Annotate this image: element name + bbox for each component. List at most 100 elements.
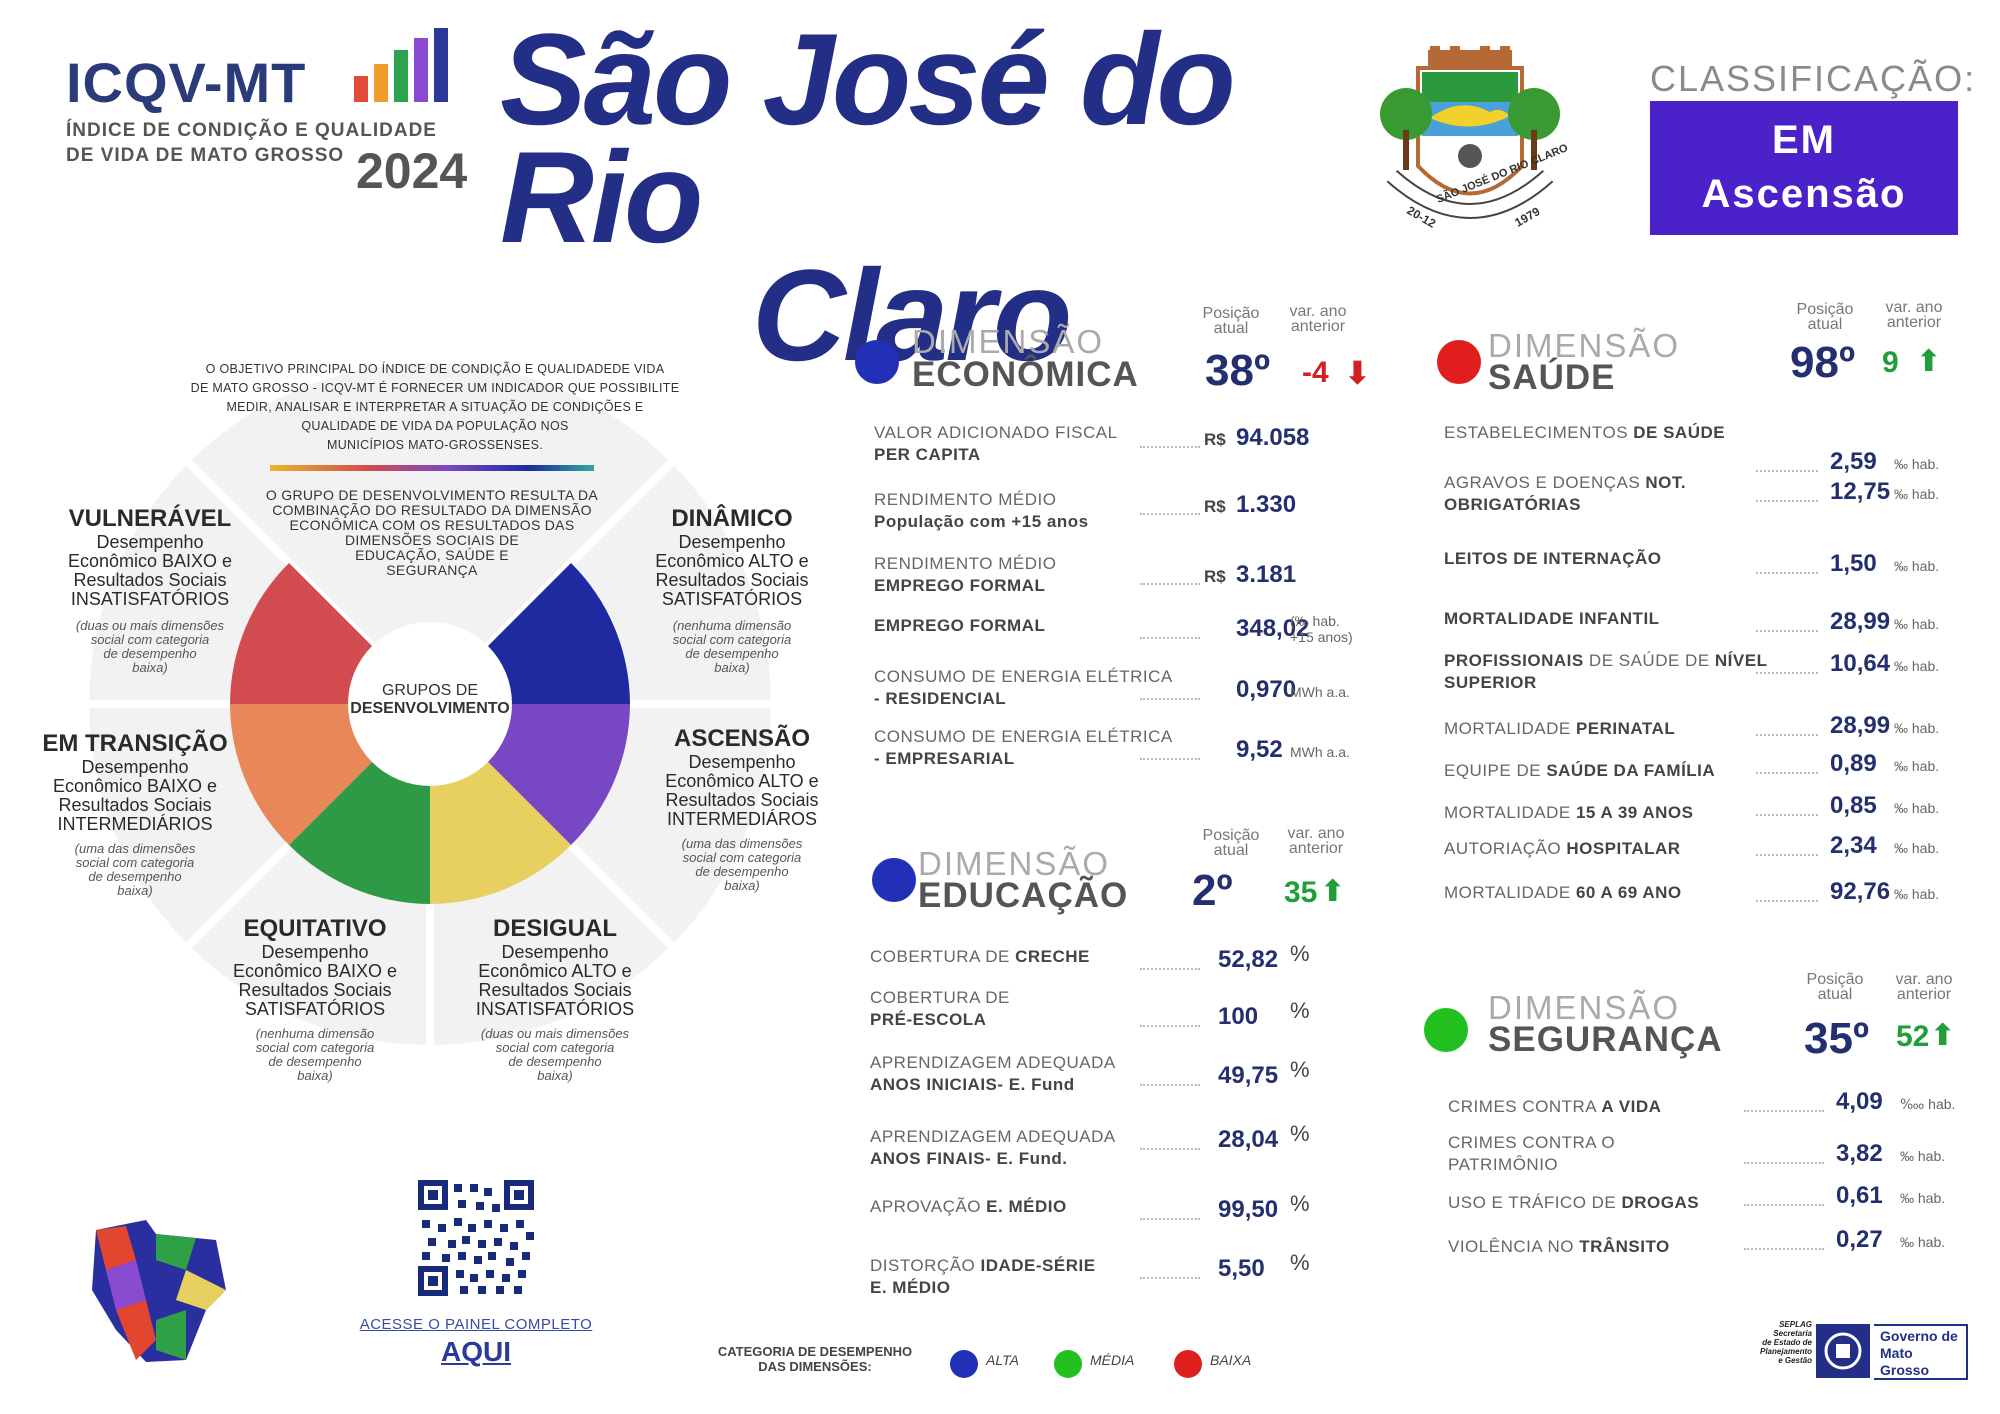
gov-line: Grosso bbox=[1880, 1362, 1930, 1378]
educacao-indicator-label: APRENDIZAGEM ADEQUADA ANOS INICIAIS- E. F… bbox=[870, 1052, 1170, 1096]
wheel-center-line1: GRUPOS DE bbox=[381, 682, 478, 699]
panel-here-link[interactable]: AQUI bbox=[441, 1336, 511, 1367]
classification-label: CLASSIFICAÇÃO: bbox=[1650, 58, 1977, 99]
educacao-variation-label: var. ano anterior bbox=[1276, 826, 1356, 857]
segment-note: baixa) bbox=[297, 1068, 333, 1083]
seguranca-indicator-value: 0,27 bbox=[1836, 1226, 1883, 1253]
segment-note: social com categoria bbox=[672, 632, 792, 647]
indicator-label-line2: População com +15 anos bbox=[874, 512, 1089, 531]
gradient-divider bbox=[270, 465, 594, 471]
economica-indicator-label: EMPREGO FORMAL bbox=[874, 615, 1174, 637]
saude-variation-label: var. ano anterior bbox=[1874, 300, 1954, 331]
segment-text: Econômico BAIXO e bbox=[67, 551, 233, 571]
indicator-label-line2: EMPREGO FORMAL bbox=[874, 616, 1046, 635]
objective-line: MUNICÍPIOS MATO-GROSSENSES. bbox=[327, 438, 543, 452]
segment-title: EQUITATIVO bbox=[243, 915, 387, 942]
indicator-label-line2: PER CAPITA bbox=[874, 445, 981, 464]
educacao-indicator-value: 99,50 bbox=[1218, 1196, 1279, 1223]
legend-title-line2: DAS DIMENSÕES: bbox=[758, 1359, 872, 1374]
segment-title: VULNERÁVEL bbox=[68, 505, 232, 532]
gov-line: Mato bbox=[1880, 1345, 1913, 1361]
saude-indicator-label: ESTABELECIMENTOS DE SAÚDE bbox=[1444, 422, 1774, 444]
segment-note: de desempenho bbox=[88, 869, 182, 884]
saude-indicator-label: LEITOS DE INTERNAÇÃO bbox=[1444, 548, 1774, 570]
saude-indicator-unit: ‰ hab. bbox=[1894, 456, 1939, 472]
arrow-up-icon: ⬆ bbox=[1916, 345, 1942, 378]
seguranca-indicator-label: CRIMES CONTRA O PATRIMÔNIO bbox=[1448, 1132, 1768, 1176]
mato-grosso-map-icon bbox=[92, 1220, 226, 1362]
seguranca-variation: 52 bbox=[1896, 1020, 1930, 1053]
segment-note: social com categoria bbox=[75, 855, 195, 870]
logo-year: 2024 bbox=[356, 143, 468, 199]
unit-line1: % bbox=[1290, 998, 1310, 1023]
indicator-label-line1: MORTALIDADE PERINATAL bbox=[1444, 719, 1676, 738]
indicator-label-line1: CONSUMO DE ENERGIA ELÉTRICA bbox=[874, 727, 1173, 746]
label-line: Posição bbox=[1796, 301, 1854, 318]
segment-text: Resultados Sociais bbox=[58, 795, 212, 815]
label-line: var. ano bbox=[1895, 971, 1953, 988]
indicator-label-line1: DISTORÇÃO IDADE-SÉRIE bbox=[870, 1256, 1096, 1275]
dotted-leader bbox=[1140, 513, 1200, 515]
economica-indicator-label: RENDIMENTO MÉDIO População com +15 anos bbox=[874, 489, 1174, 533]
dotted-leader bbox=[1756, 900, 1818, 902]
seplag-line: e Gestão bbox=[1778, 1356, 1812, 1365]
currency-prefix: R$ bbox=[1204, 497, 1226, 516]
educacao-title-top: DIMENSÃO bbox=[918, 845, 1111, 882]
dotted-leader bbox=[1756, 734, 1818, 736]
educacao-indicator-value: 28,04 bbox=[1218, 1126, 1279, 1153]
saude-indicator-value: 2,34 bbox=[1830, 832, 1877, 859]
segment-note: (nenhuma dimensão bbox=[255, 1026, 375, 1041]
indicator-label-line1: PROFISSIONAIS DE SAÚDE DE NÍVEL bbox=[1444, 651, 1768, 670]
logo-title: ICQV-MT bbox=[66, 51, 307, 114]
gov-line: Governo de bbox=[1880, 1328, 1958, 1344]
panel-link[interactable]: ACESSE O PAINEL COMPLETO bbox=[359, 1316, 593, 1333]
saude-indicator-unit: ‰ hab. bbox=[1894, 486, 1939, 502]
economica-indicator-value: 348,02 bbox=[1236, 615, 1310, 642]
economica-indicator-unit: MWh a.a. bbox=[1290, 744, 1350, 760]
unit-line1: % bbox=[1290, 1121, 1310, 1146]
objective-text: O OBJETIVO PRINCIPAL DO ÍNDICE DE CONDIÇ… bbox=[170, 360, 700, 455]
arrow-down-icon: ⬇ bbox=[1344, 355, 1371, 391]
educacao-indicator-value: 100 bbox=[1218, 1003, 1259, 1030]
city-name-line2: Claro bbox=[752, 242, 1072, 388]
indicator-label-line1: VIOLÊNCIA NO TRÂNSITO bbox=[1448, 1237, 1670, 1256]
segment-text: Econômico BAIXO e bbox=[232, 961, 398, 981]
segment-note: de desempenho bbox=[103, 646, 197, 661]
educacao-indicator-unit: % bbox=[1290, 1193, 1310, 1215]
currency-prefix: R$ bbox=[1204, 567, 1226, 586]
saude-indicator-value: 0,85 bbox=[1830, 792, 1877, 819]
saude-indicator-unit: ‰ hab. bbox=[1894, 886, 1939, 902]
segment-note: (uma das dimensões bbox=[74, 841, 196, 856]
economica-indicator-unit: MWh a.a. bbox=[1290, 684, 1350, 700]
economica-indicator-label: VALOR ADICIONADO FISCAL PER CAPITA bbox=[874, 422, 1174, 466]
saude-indicator-value: 0,89 bbox=[1830, 750, 1877, 777]
indicator-label-line1: AUTORIAÇÃO HOSPITALAR bbox=[1444, 839, 1681, 858]
dotted-leader bbox=[1744, 1248, 1824, 1250]
economica-position: 38º bbox=[1205, 346, 1271, 395]
segment-text: Desempenho bbox=[501, 942, 609, 962]
unit-line1: (‰ hab. bbox=[1290, 613, 1340, 629]
segment-vulneravel: VULNERÁVEL Desempenho Econômico BAIXO e … bbox=[40, 505, 260, 675]
segment-text: Resultados Sociais bbox=[665, 790, 819, 810]
segment-note: baixa) bbox=[132, 660, 168, 675]
segment-text: SATISFATÓRIOS bbox=[661, 589, 803, 609]
educacao-title: EDUCAÇÃO bbox=[918, 876, 1129, 915]
indicator-label-line1: EQUIPE DE SAÚDE DA FAMÍLIA bbox=[1444, 761, 1716, 780]
educacao-indicator-label: DISTORÇÃO IDADE-SÉRIE E. MÉDIO bbox=[870, 1255, 1170, 1299]
label-line: anterior bbox=[1896, 986, 1952, 1003]
seguranca-indicator-value: 0,61 bbox=[1836, 1182, 1883, 1209]
economica-indicator-label: CONSUMO DE ENERGIA ELÉTRICA - EMPRESARIAL bbox=[874, 726, 1174, 770]
economica-indicator-value: 3.181 bbox=[1236, 561, 1297, 588]
unit-line1: ‰ hab. bbox=[1894, 758, 1940, 774]
saude-indicator-unit: ‰ hab. bbox=[1894, 758, 1939, 774]
classification-value-line1: EM bbox=[1772, 118, 1836, 162]
seplag-line: Secretaria bbox=[1773, 1329, 1812, 1338]
segment-text: Desempenho bbox=[81, 757, 189, 777]
economica-indicator-label: RENDIMENTO MÉDIO EMPREGO FORMAL bbox=[874, 553, 1174, 597]
unit-line1: ‰ hab. bbox=[1894, 886, 1940, 902]
qr-code-icon[interactable] bbox=[418, 1180, 534, 1296]
educacao-indicator-label: APRENDIZAGEM ADEQUADA ANOS FINAIS- E. Fun… bbox=[870, 1126, 1170, 1170]
unit-line1: ‰ hab. bbox=[1894, 558, 1940, 574]
dotted-leader bbox=[1756, 630, 1818, 632]
dotted-leader bbox=[1140, 1277, 1200, 1279]
